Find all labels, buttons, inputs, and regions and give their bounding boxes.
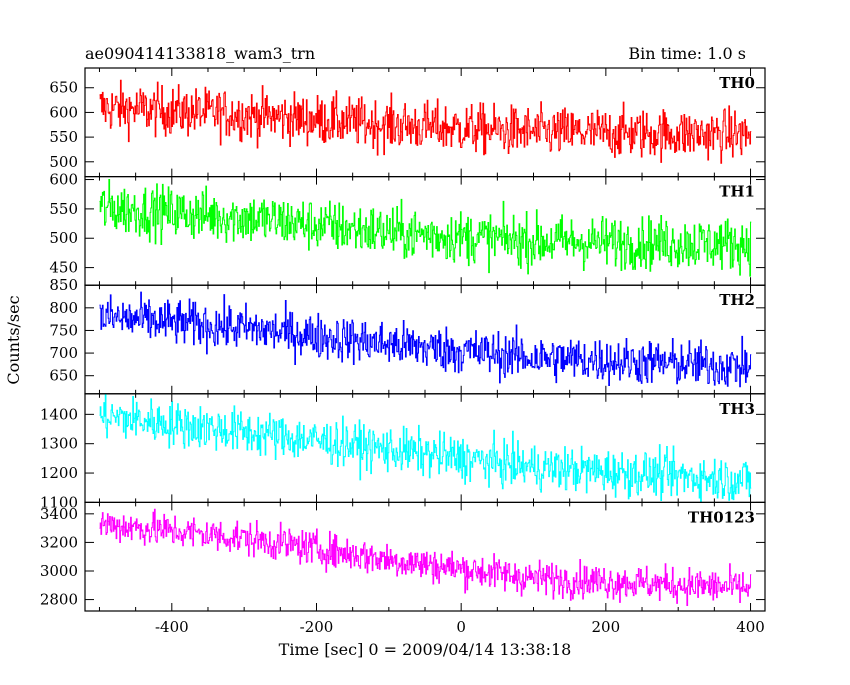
x-tick-label: -200	[300, 618, 334, 636]
y-tick-label: 700	[49, 344, 78, 362]
y-tick-label: 850	[49, 276, 78, 294]
y-tick-label: 450	[49, 259, 78, 277]
panel-label-th3: TH3	[719, 400, 755, 418]
y-tick-label: 550	[49, 200, 78, 218]
chart-header-right: Bin time: 1.0 s	[628, 44, 746, 63]
panel-label-th2: TH2	[719, 291, 755, 309]
panel-frame	[84, 284, 766, 395]
y-tick-label: 1400	[40, 405, 78, 423]
series-line-th0123	[99, 508, 752, 607]
y-tick-label: 550	[49, 128, 78, 146]
chart-header-left: ae090414133818_wam3_trn	[85, 44, 315, 63]
y-tick-label: 600	[49, 103, 78, 121]
panel-th1: 450 500 550 600 TH1	[49, 171, 766, 286]
y-axis-label: Counts/sec	[4, 295, 23, 384]
series-line-th2	[99, 291, 752, 388]
x-tick-label: -400	[155, 618, 189, 636]
x-tick-label: 200	[592, 618, 621, 636]
y-tick-label: 500	[49, 153, 78, 171]
panel-label-th0: TH0	[719, 74, 755, 92]
panel-th3: 1100 1200 1300 1400 TH3	[40, 393, 766, 511]
y-tick-label: 3200	[40, 533, 78, 551]
series-line-th0	[99, 79, 752, 164]
y-tick-label: 1300	[40, 435, 78, 453]
series-line-th3	[99, 393, 752, 503]
y-tick-label: 2800	[40, 591, 78, 609]
panel-th0123: 2800 3000 3200 3400 TH0123	[40, 501, 766, 612]
y-tick-label: 500	[49, 229, 78, 247]
y-tick-label: 650	[49, 79, 78, 97]
y-tick-label: 800	[49, 299, 78, 317]
y-tick-label: 1100	[40, 493, 78, 511]
x-tick-label: 0	[456, 618, 466, 636]
x-tick-label: 400	[736, 618, 765, 636]
y-tick-label: 650	[49, 367, 78, 385]
y-tick-label: 3400	[40, 505, 78, 523]
x-axis-label: Time [sec] 0 = 2009/04/14 13:38:18	[279, 640, 572, 659]
x-axis: -400 -200 0 200 400	[155, 618, 765, 636]
panel-th0: 500 550 600 650 TH0	[49, 67, 766, 178]
series-line-th1	[99, 179, 752, 277]
y-tick-label: 750	[49, 321, 78, 339]
panel-label-th1: TH1	[719, 183, 755, 201]
y-tick-label: 1200	[40, 464, 78, 482]
panel-label-th0123: TH0123	[688, 508, 755, 526]
panel-th2: 650 700 750 800 850 TH2	[49, 276, 766, 395]
panels-group: 500 550 600 650 TH0 450 500 550 600 TH1 650 700 750 8…	[40, 67, 766, 612]
y-tick-label: 600	[49, 171, 78, 189]
y-tick-label: 3000	[40, 562, 78, 580]
